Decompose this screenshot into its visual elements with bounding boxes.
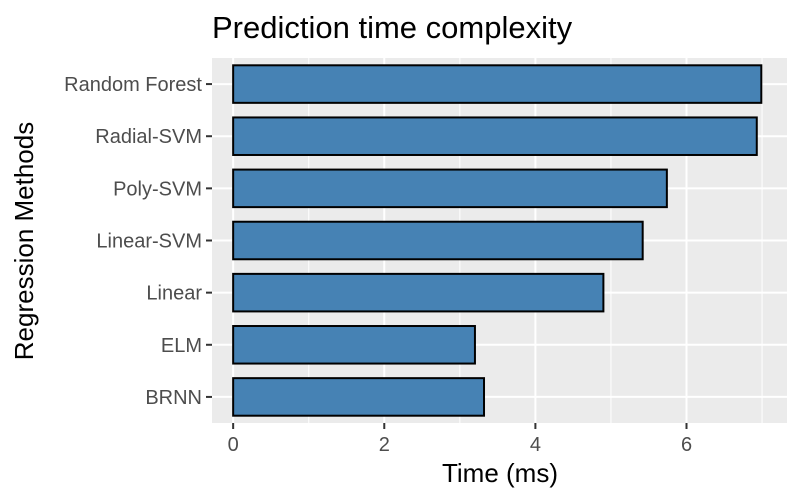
x-axis-title: Time (ms) <box>442 458 558 488</box>
y-tick-label: Random Forest <box>64 74 202 96</box>
y-tick-label: Linear <box>146 283 202 305</box>
bar-random-forest <box>232 64 763 104</box>
bars <box>232 64 763 417</box>
axis-ticks <box>206 83 688 429</box>
bar-poly-svm <box>232 168 668 209</box>
bar-linear <box>232 272 605 313</box>
y-tick-labels: BRNN ELM Linear Linear-SVM Poly-SVM Radial-SV… <box>64 74 202 409</box>
y-axis-title: Regression Methods <box>9 122 39 360</box>
x-tick-label: 0 <box>228 434 239 456</box>
y-tick-label: ELM <box>161 335 202 357</box>
y-tick-label: Linear-SVM <box>96 231 202 253</box>
bar-linear-svm <box>232 220 644 261</box>
chart-title: Prediction time complexity <box>212 10 573 45</box>
y-tick-label: Radial-SVM <box>95 126 202 148</box>
x-tick-labels: 0 2 4 6 <box>228 434 692 456</box>
x-tick-label: 2 <box>379 434 390 456</box>
y-tick-label: Poly-SVM <box>113 178 202 200</box>
y-tick-label: BRNN <box>145 387 202 409</box>
x-tick-label: 4 <box>530 434 541 456</box>
bar-radial-svm <box>232 116 758 156</box>
bar-brnn <box>232 377 486 417</box>
x-tick-label: 6 <box>681 434 692 456</box>
bar-elm <box>232 325 476 365</box>
